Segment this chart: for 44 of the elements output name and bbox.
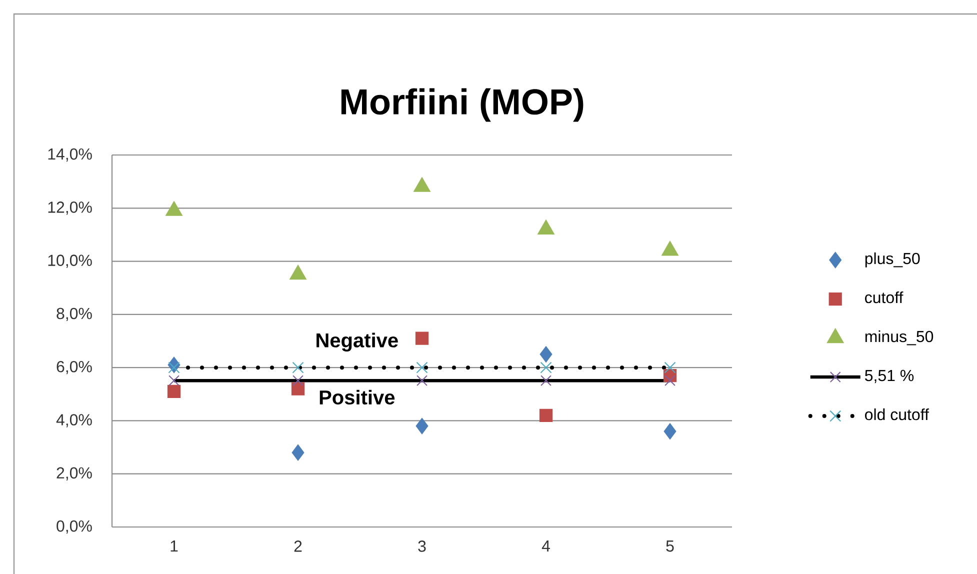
point — [168, 375, 180, 386]
point — [291, 382, 305, 396]
point — [540, 362, 552, 374]
x-tick-label: 1 — [170, 540, 178, 552]
point — [416, 375, 428, 386]
point — [664, 423, 676, 440]
x-tick-label: 2 — [294, 540, 302, 552]
y-tick-label: 10,0% — [48, 254, 92, 268]
point — [290, 265, 306, 280]
legend-label: cutoff — [865, 291, 904, 304]
annotation: Positive — [320, 390, 395, 405]
y-tick-label: 6,0% — [56, 360, 92, 374]
legend-label: minus_50 — [865, 330, 934, 346]
y-tick-label: 12,0% — [48, 202, 92, 215]
legend-label: old cutoff — [865, 408, 930, 420]
y-tick-label: 0,0% — [56, 520, 92, 534]
y-tick-label: 4,0% — [56, 414, 92, 428]
point — [662, 241, 678, 256]
point — [538, 220, 554, 234]
point — [292, 375, 304, 386]
point — [415, 332, 429, 345]
point — [166, 201, 182, 216]
x-tick-label: 4 — [542, 540, 550, 552]
point — [540, 375, 552, 386]
point — [167, 384, 181, 398]
point — [664, 375, 676, 386]
x-tick-label: 5 — [666, 540, 674, 552]
legend-label: 5,51 % — [865, 370, 914, 384]
point — [540, 346, 552, 362]
y-tick-label: 14,0% — [48, 148, 92, 162]
y-tick-label: 2,0% — [56, 467, 92, 480]
annotation: Negative — [316, 332, 398, 352]
point — [416, 418, 428, 434]
y-tick-label: 8,0% — [56, 308, 92, 322]
point — [168, 362, 180, 374]
x-tick-label: 3 — [418, 540, 426, 552]
chart-title: Morfiini (MOP) — [341, 88, 584, 122]
point — [664, 362, 676, 374]
point — [292, 444, 304, 461]
point — [414, 177, 430, 192]
point — [416, 362, 428, 374]
legend-label: plus_50 — [865, 252, 920, 268]
point — [292, 362, 304, 374]
point — [539, 408, 553, 422]
